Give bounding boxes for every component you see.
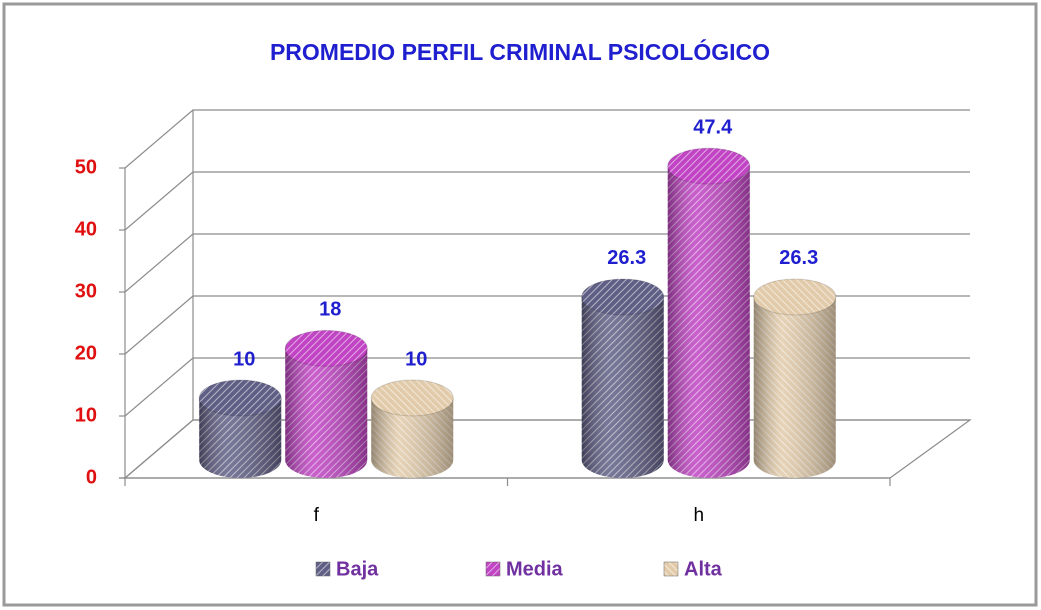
bar-top	[667, 147, 751, 185]
legend-swatch	[663, 561, 679, 577]
y-tick-label: 50	[75, 156, 97, 178]
bar-shade	[371, 398, 454, 478]
bar-top	[581, 278, 665, 316]
y-tick-label: 20	[75, 342, 97, 364]
bar-top	[284, 329, 368, 367]
bar-shade	[667, 166, 750, 478]
data-label: 10	[405, 348, 427, 370]
legend-label: Baja	[336, 558, 379, 580]
legend-label: Alta	[684, 558, 723, 580]
bar-shade	[285, 348, 368, 478]
bar-shade	[581, 296, 664, 478]
y-tick-label: 40	[75, 218, 97, 240]
y-tick-label: 10	[75, 404, 97, 426]
data-label: 10	[233, 348, 255, 370]
bar-top	[198, 379, 282, 417]
chart-title: PROMEDIO PERFIL CRIMINAL PSICOLÓGICO	[270, 38, 770, 65]
y-tick-label: 0	[86, 466, 97, 488]
bar-shade	[199, 398, 282, 478]
grid-line	[124, 109, 970, 169]
legend-swatch	[315, 561, 331, 577]
x-tick-label: f	[314, 505, 320, 526]
data-label: 47.4	[693, 116, 733, 138]
data-label: 18	[319, 299, 341, 321]
y-tick-label: 30	[75, 280, 97, 302]
data-label: 26.3	[607, 247, 646, 269]
legend-swatch	[485, 561, 501, 577]
x-tick-label: h	[693, 505, 704, 526]
bar-shade	[753, 296, 836, 478]
legend-label: Media	[506, 558, 564, 580]
bar-top	[370, 379, 454, 417]
data-label: 26.3	[779, 247, 818, 269]
bar-top	[753, 278, 837, 316]
